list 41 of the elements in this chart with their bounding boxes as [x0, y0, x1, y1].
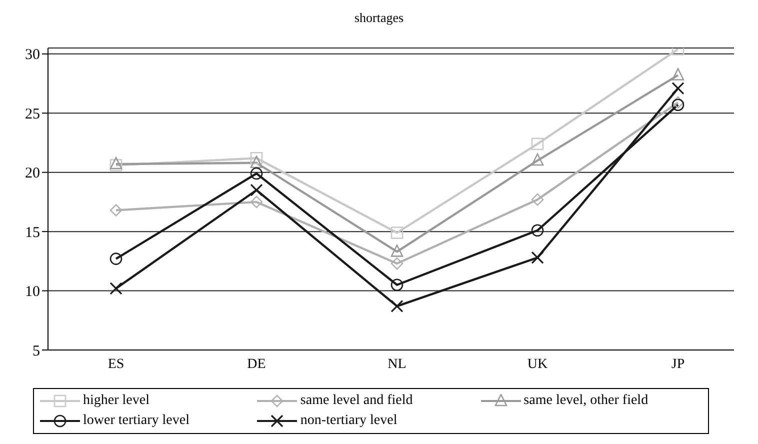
y-tick-label: 20 — [25, 166, 40, 182]
x-tick-label: DE — [247, 356, 266, 372]
point — [390, 300, 404, 312]
y-tick-label: 15 — [25, 224, 40, 241]
x-tick-label: ES — [108, 356, 124, 372]
point — [110, 156, 122, 170]
legend-label: non-tertiary level — [300, 413, 398, 429]
x-tick-label: UK — [527, 356, 548, 372]
point — [110, 159, 122, 172]
point — [672, 96, 684, 109]
point — [531, 224, 544, 237]
point — [390, 226, 404, 239]
y-tick-label: 5 — [32, 343, 40, 360]
point — [672, 98, 684, 111]
x-tick-label: NL — [388, 356, 406, 372]
legend-label: lower tertiary level — [83, 413, 190, 429]
legend-label: higher level — [83, 393, 150, 409]
point — [110, 204, 122, 216]
point — [110, 282, 122, 295]
y-tick-label: 25 — [25, 106, 40, 122]
legend-label: same level, other field — [524, 393, 648, 409]
point — [531, 251, 544, 264]
point — [531, 153, 544, 166]
point — [531, 138, 544, 150]
y-tick-label: 10 — [25, 284, 40, 300]
point — [250, 156, 263, 168]
point — [250, 152, 263, 164]
point — [672, 82, 684, 95]
point — [531, 193, 544, 206]
point — [390, 278, 404, 292]
point — [672, 68, 684, 80]
point — [390, 257, 404, 270]
x-tick-label: JP — [671, 356, 685, 372]
chart-title: shortages — [353, 9, 405, 27]
legend-label: same level and field — [300, 393, 413, 409]
point — [110, 252, 122, 265]
point — [250, 167, 263, 180]
y-tick-label: 30 — [25, 47, 40, 64]
point — [250, 196, 263, 208]
point — [250, 184, 263, 196]
point — [390, 244, 404, 257]
